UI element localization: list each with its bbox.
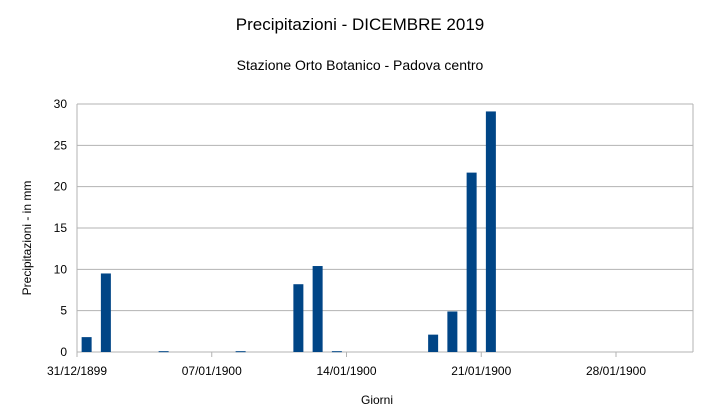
- chart-subtitle: Stazione Orto Botanico - Padova centro: [237, 57, 484, 73]
- y-tick-labels: 0 5 10 15 20 25 30: [54, 97, 68, 359]
- bar-12-01-1900: [312, 266, 323, 352]
- y-axis-label: Precipitazioni - in mm: [20, 181, 34, 296]
- bar-20-01-1900: [466, 172, 477, 352]
- bar-21-01-1900: [485, 111, 496, 352]
- bar-01-01-1900: [100, 273, 111, 352]
- bar-13-01-1900: [331, 351, 342, 353]
- bars: [81, 111, 496, 353]
- bar-11-01-1900: [293, 284, 304, 352]
- x-tick-labels: 31/12/1899 07/01/1900 14/01/1900 21/01/1900…: [47, 364, 646, 378]
- chart-title: Precipitazioni - DICEMBRE 2019: [236, 15, 484, 34]
- x-tick-label: 14/01/1900: [316, 364, 376, 378]
- y-tick-label: 30: [54, 97, 68, 111]
- y-tick-label: 15: [54, 221, 68, 235]
- bar-31-12-1899: [81, 337, 92, 352]
- x-axis-label: Giorni: [361, 393, 393, 407]
- bar-19-01-1900: [447, 311, 458, 352]
- x-tick-label: 21/01/1900: [451, 364, 511, 378]
- x-tick-label: 28/01/1900: [586, 364, 646, 378]
- y-tick-label: 10: [54, 262, 68, 276]
- bar-18-01-1900: [428, 334, 439, 352]
- bar-08-01-1900: [235, 351, 246, 353]
- bar-04-01-1900: [158, 351, 169, 353]
- gridlines: [76, 103, 694, 357]
- x-tick-label: 31/12/1899: [47, 364, 107, 378]
- y-tick-label: 20: [54, 180, 68, 194]
- y-tick-label: 0: [60, 345, 67, 359]
- y-tick-label: 25: [54, 138, 68, 152]
- y-tick-label: 5: [60, 304, 67, 318]
- x-tick-label: 07/01/1900: [182, 364, 242, 378]
